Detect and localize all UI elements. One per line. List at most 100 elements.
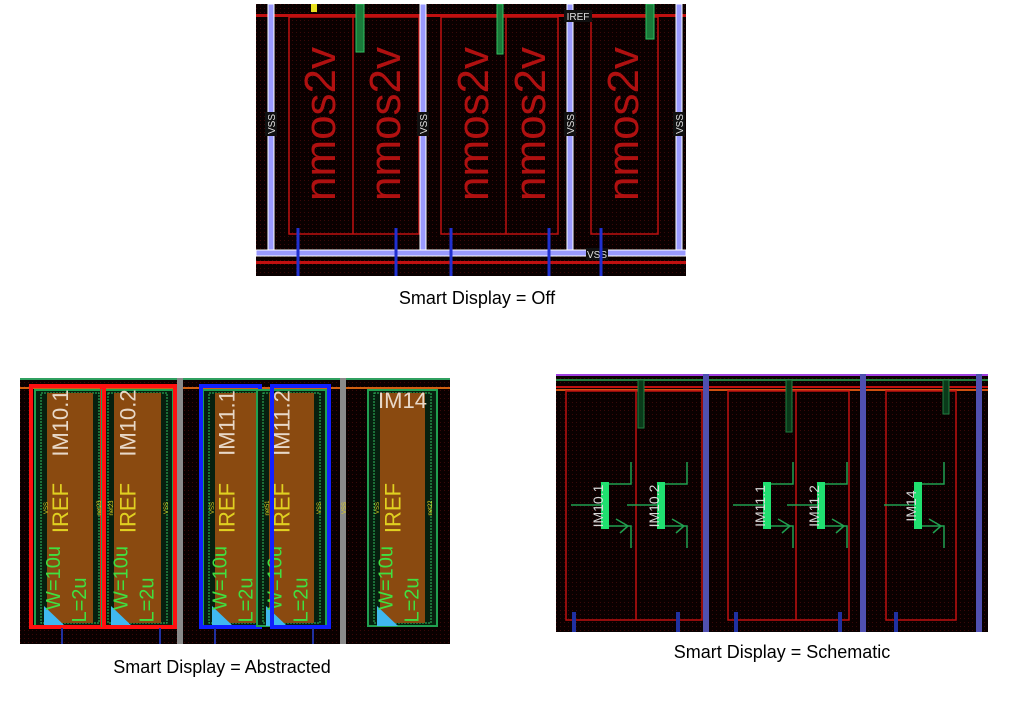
pin-label: VSS — [317, 502, 323, 514]
width-param: W=10u — [265, 546, 287, 610]
metal1-line — [214, 628, 216, 644]
device-label-nmos2v: nmos2v — [599, 47, 648, 201]
device-outline — [590, 16, 659, 235]
length-param: L=2u — [402, 577, 424, 622]
metal1-line — [838, 612, 842, 632]
layout-view-smart-display-schematic[interactable]: IM10.1 IM10.2 IM11.1 IM11.2 IM14 — [556, 374, 988, 632]
vss-label: VSS — [419, 114, 430, 134]
vss-label-bottom: VSS — [587, 250, 607, 261]
poly-contact — [785, 379, 793, 433]
drain-line — [665, 462, 688, 485]
poly-contact — [645, 4, 655, 40]
origin-marker — [44, 606, 65, 626]
layout-canvas-schematic[interactable]: IM10.1 IM10.2 IM11.1 IM11.2 IM14 — [556, 374, 988, 632]
metal1-line — [159, 628, 161, 644]
origin-marker — [111, 606, 132, 626]
net-label: IREF — [215, 483, 240, 533]
vss-rail — [340, 378, 346, 644]
device-name: IM10.2 — [646, 484, 662, 527]
vss-rail — [976, 374, 982, 632]
pin-label: VSS — [375, 502, 381, 514]
transistor-channel — [657, 482, 665, 529]
metal1-line — [894, 612, 898, 632]
grid-dots — [256, 4, 686, 276]
metal1-line — [296, 228, 300, 276]
device-body — [47, 393, 93, 623]
iref-wire — [256, 14, 686, 17]
marker — [311, 4, 317, 12]
metal1-line — [734, 612, 738, 632]
caption-schematic: Smart Display = Schematic — [673, 642, 891, 662]
vss-label-bg — [417, 112, 429, 136]
source-arrow-icon — [615, 518, 630, 534]
transistor-channel — [763, 482, 771, 529]
device-body — [380, 393, 425, 623]
green-wire — [556, 379, 988, 381]
source-line — [665, 525, 688, 548]
width-param: W=10u — [210, 546, 232, 610]
device-outline — [565, 390, 703, 621]
device-name: IM10.2 — [116, 389, 141, 456]
iref-wire — [556, 389, 988, 391]
metal1-line — [572, 612, 576, 632]
source-arrow-icon — [671, 518, 686, 534]
source-line — [771, 525, 794, 548]
metal1-line — [676, 612, 680, 632]
vss-label: VSS — [675, 114, 686, 134]
width-param: W=10u — [111, 546, 133, 610]
source-line — [609, 525, 632, 548]
origin-marker — [212, 606, 233, 626]
caption-off: Smart Display = Off — [398, 288, 556, 308]
transistor-channel — [601, 482, 609, 529]
layout-view-smart-display-off[interactable]: nmos2v nmos2v nmos2v nmos2v nmos2v VSS VSS VSS V… — [256, 4, 686, 276]
device-name: IM11.1 — [752, 485, 768, 527]
pin-label: VSS — [44, 502, 50, 514]
device-body — [114, 393, 161, 623]
drain-line — [825, 462, 848, 485]
iref-label-bg — [564, 10, 592, 22]
length-param: L=2u — [137, 577, 159, 622]
bottom-wire — [256, 261, 686, 264]
source-line — [825, 525, 848, 548]
drain-line — [609, 462, 632, 485]
width-param: W=10u — [376, 546, 398, 610]
width-param: W=10u — [43, 546, 65, 610]
selection-highlight — [270, 384, 331, 629]
device-label-nmos2v: nmos2v — [361, 47, 410, 201]
source-arrow-icon — [928, 518, 943, 534]
transistor-channel — [817, 482, 825, 529]
top-wire — [20, 378, 450, 380]
red-wire — [556, 386, 988, 388]
metal1-line — [547, 228, 551, 276]
device-body — [215, 393, 258, 623]
net-label: IREF — [48, 483, 73, 533]
device-label-nmos2v: nmos2v — [506, 47, 555, 201]
pin-label: VSS — [342, 502, 348, 514]
selection-highlight — [102, 384, 177, 629]
pin-label: net23 — [109, 500, 115, 516]
device-name: IM11.1 — [215, 390, 240, 456]
caption-abstracted: Smart Display = Abstracted — [113, 657, 331, 677]
metal1-line — [312, 628, 314, 644]
pin-label: net51 — [265, 500, 271, 516]
net-label: IREF — [116, 483, 141, 533]
vss-label-bg — [673, 112, 685, 136]
length-param: L=2u — [69, 577, 91, 622]
grid-dots — [556, 374, 988, 632]
device-label-nmos2v: nmos2v — [296, 47, 345, 201]
top-wire — [556, 374, 988, 376]
net-label: IREF — [381, 483, 406, 533]
device-name: IM11.2 — [806, 485, 822, 527]
metal1-line — [449, 228, 453, 276]
length-param: L=2u — [236, 577, 258, 622]
drain-line — [771, 462, 794, 485]
vss-label: VSS — [566, 114, 577, 134]
layout-view-smart-display-abstracted[interactable]: IM10.1 IREF W=10u L=2u IM10.2 IREF W=10u L=2u IM… — [20, 378, 450, 644]
poly-contact — [496, 4, 504, 55]
device-body — [269, 393, 314, 623]
vss-label-bg — [564, 112, 576, 136]
vss-rail — [703, 374, 709, 632]
metal1-line — [61, 628, 63, 644]
